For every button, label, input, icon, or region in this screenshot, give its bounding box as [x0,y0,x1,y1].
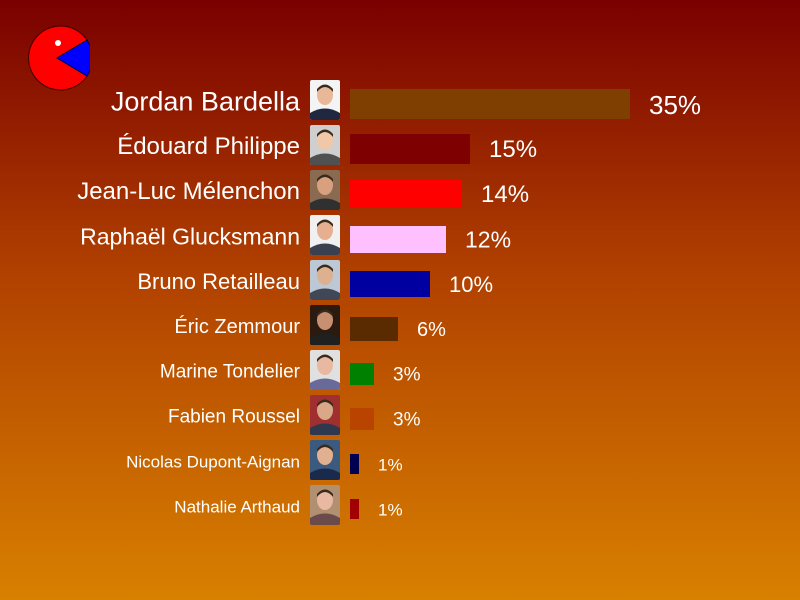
value-label: 10% [449,272,494,297]
bar [350,454,359,474]
value-label: 12% [465,226,512,253]
bar [350,408,374,430]
value-label: 3% [393,409,421,431]
candidate-photo [310,80,340,120]
value-label: 1% [378,500,403,520]
candidate-name: Nicolas Dupont-Aignan [126,452,300,472]
candidate-name: Fabien Roussel [167,406,300,428]
bar [350,225,446,253]
candidate-photo [310,440,340,480]
value-label: 6% [417,319,446,341]
candidate-name: Édouard Philippe [117,133,300,160]
candidate-photo [310,125,340,165]
bar [350,499,359,519]
bar [350,134,470,164]
bar [350,363,374,385]
candidate-photo [310,395,340,435]
value-label: 14% [481,181,530,208]
value-label: 15% [489,136,538,163]
candidate-name: Nathalie Arthaud [174,497,300,517]
candidate-photo [310,170,340,210]
candidate-name: Jean-Luc Mélenchon [77,178,300,205]
candidate-photo [310,350,340,390]
pacman-pie-icon [28,25,90,91]
candidate-photo [310,485,340,525]
candidate-name: Bruno Retailleau [137,269,300,294]
value-label: 35% [649,90,702,120]
bar [350,271,430,297]
bar [350,317,398,341]
candidate-name: Marine Tondelier [159,361,300,383]
candidate-name: Raphaël Glucksmann [80,223,300,250]
value-label: 1% [378,455,403,475]
candidate-name: Éric Zemmour [174,316,300,338]
bar [350,89,630,119]
candidate-photo [310,260,340,300]
candidate-photo [310,305,340,345]
bar [350,180,462,208]
candidate-name: Jordan Bardella [110,86,300,117]
value-label: 3% [393,364,421,386]
candidate-photo [310,215,340,255]
